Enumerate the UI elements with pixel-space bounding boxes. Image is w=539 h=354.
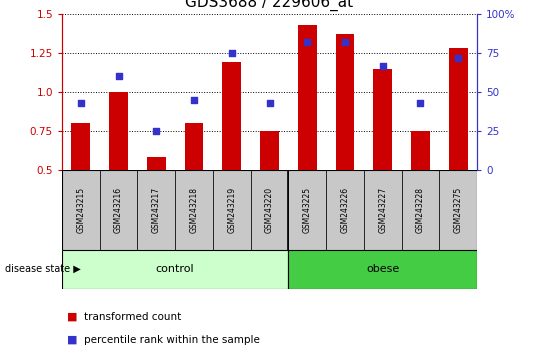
Bar bbox=[448, 48, 467, 170]
Point bbox=[416, 100, 425, 106]
Point bbox=[454, 55, 462, 61]
Bar bbox=[251, 170, 288, 250]
Text: GSM243225: GSM243225 bbox=[303, 187, 312, 233]
Text: ■: ■ bbox=[67, 312, 78, 322]
Title: GDS3688 / 229606_at: GDS3688 / 229606_at bbox=[185, 0, 354, 11]
Point bbox=[265, 100, 274, 106]
Text: GSM243217: GSM243217 bbox=[152, 187, 161, 233]
Text: GSM243218: GSM243218 bbox=[190, 187, 198, 233]
Point bbox=[190, 97, 198, 103]
Bar bbox=[71, 123, 90, 170]
Point bbox=[341, 39, 349, 45]
Point bbox=[378, 63, 387, 68]
Text: GSM243275: GSM243275 bbox=[454, 187, 462, 233]
Text: transformed count: transformed count bbox=[84, 312, 181, 322]
Bar bbox=[213, 170, 251, 250]
Text: GSM243216: GSM243216 bbox=[114, 187, 123, 233]
Bar bbox=[439, 170, 477, 250]
Bar bbox=[260, 131, 279, 170]
Bar bbox=[109, 92, 128, 170]
Bar bbox=[326, 170, 364, 250]
Bar bbox=[402, 170, 439, 250]
Bar bbox=[184, 123, 204, 170]
Text: disease state ▶: disease state ▶ bbox=[5, 264, 81, 274]
Bar bbox=[298, 25, 317, 170]
Text: percentile rank within the sample: percentile rank within the sample bbox=[84, 335, 259, 345]
Bar bbox=[288, 170, 326, 250]
Bar bbox=[175, 170, 213, 250]
Point bbox=[152, 128, 161, 134]
Text: obese: obese bbox=[366, 264, 399, 274]
Bar bbox=[222, 62, 241, 170]
Point bbox=[77, 100, 85, 106]
Bar bbox=[137, 170, 175, 250]
Bar bbox=[288, 250, 477, 289]
Text: GSM243228: GSM243228 bbox=[416, 187, 425, 233]
Text: GSM243227: GSM243227 bbox=[378, 187, 387, 233]
Bar bbox=[373, 69, 392, 170]
Text: control: control bbox=[156, 264, 195, 274]
Point bbox=[303, 39, 312, 45]
Point bbox=[227, 50, 236, 56]
Bar bbox=[364, 170, 402, 250]
Text: ■: ■ bbox=[67, 335, 78, 345]
Text: GSM243226: GSM243226 bbox=[341, 187, 349, 233]
Bar bbox=[62, 250, 288, 289]
Bar bbox=[100, 170, 137, 250]
Point bbox=[114, 74, 123, 79]
Bar bbox=[411, 131, 430, 170]
Text: GSM243220: GSM243220 bbox=[265, 187, 274, 233]
Text: GSM243219: GSM243219 bbox=[227, 187, 236, 233]
Bar bbox=[62, 170, 100, 250]
Bar bbox=[147, 158, 166, 170]
Text: GSM243215: GSM243215 bbox=[77, 187, 85, 233]
Bar bbox=[335, 34, 355, 170]
